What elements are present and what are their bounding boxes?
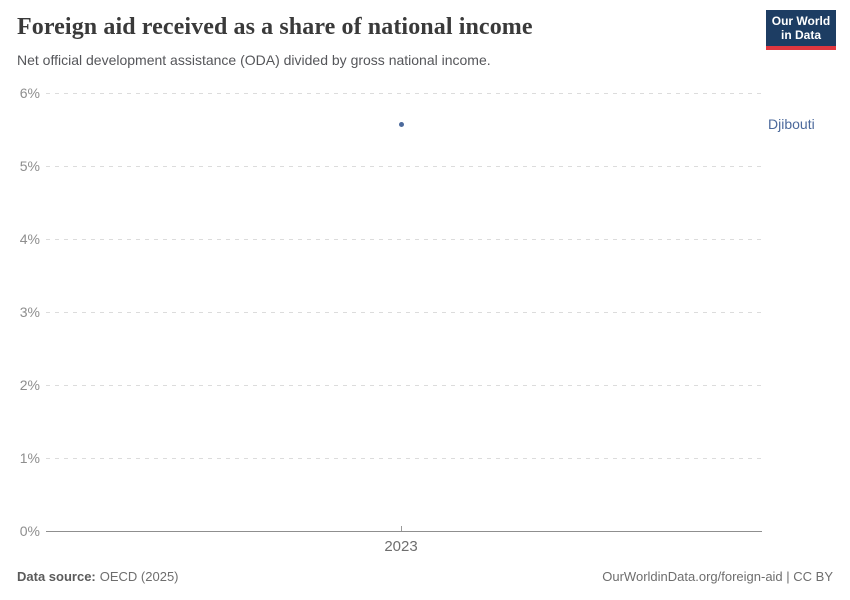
data-source-label: Data source: <box>17 569 96 584</box>
y-tick-label: 3% <box>19 304 40 320</box>
data-point-djibouti[interactable] <box>398 121 404 127</box>
owid-logo[interactable]: Our World in Data <box>766 10 836 50</box>
gridline <box>46 93 762 94</box>
owid-logo-line2: in Data <box>780 28 821 42</box>
y-tick-label: 2% <box>19 377 40 393</box>
y-tick-label: 4% <box>19 231 40 247</box>
y-tick-label: 1% <box>19 450 40 466</box>
citation-link[interactable]: OurWorldinData.org/foreign-aid | CC BY <box>602 569 833 584</box>
gridline <box>46 166 762 167</box>
owid-logo-line1: Our World <box>771 13 831 28</box>
y-tick-label: 5% <box>19 158 40 174</box>
chart-subtitle: Net official development assistance (ODA… <box>17 52 491 68</box>
gridline <box>46 385 762 386</box>
gridline <box>46 458 762 459</box>
gridline <box>46 239 762 240</box>
series-label-djibouti[interactable]: Djibouti <box>768 116 815 133</box>
y-tick-label: 6% <box>19 85 40 101</box>
chart-title: Foreign aid received as a share of natio… <box>17 14 533 40</box>
y-tick-label: 0% <box>19 523 40 539</box>
x-tick-mark <box>401 526 402 531</box>
data-source-value: OECD (2025) <box>99 569 179 584</box>
gridline <box>46 312 762 313</box>
x-tick-label: 2023 <box>384 538 418 555</box>
data-source-note: Data source: OECD (2025) <box>17 569 179 584</box>
x-axis-line <box>46 531 762 532</box>
